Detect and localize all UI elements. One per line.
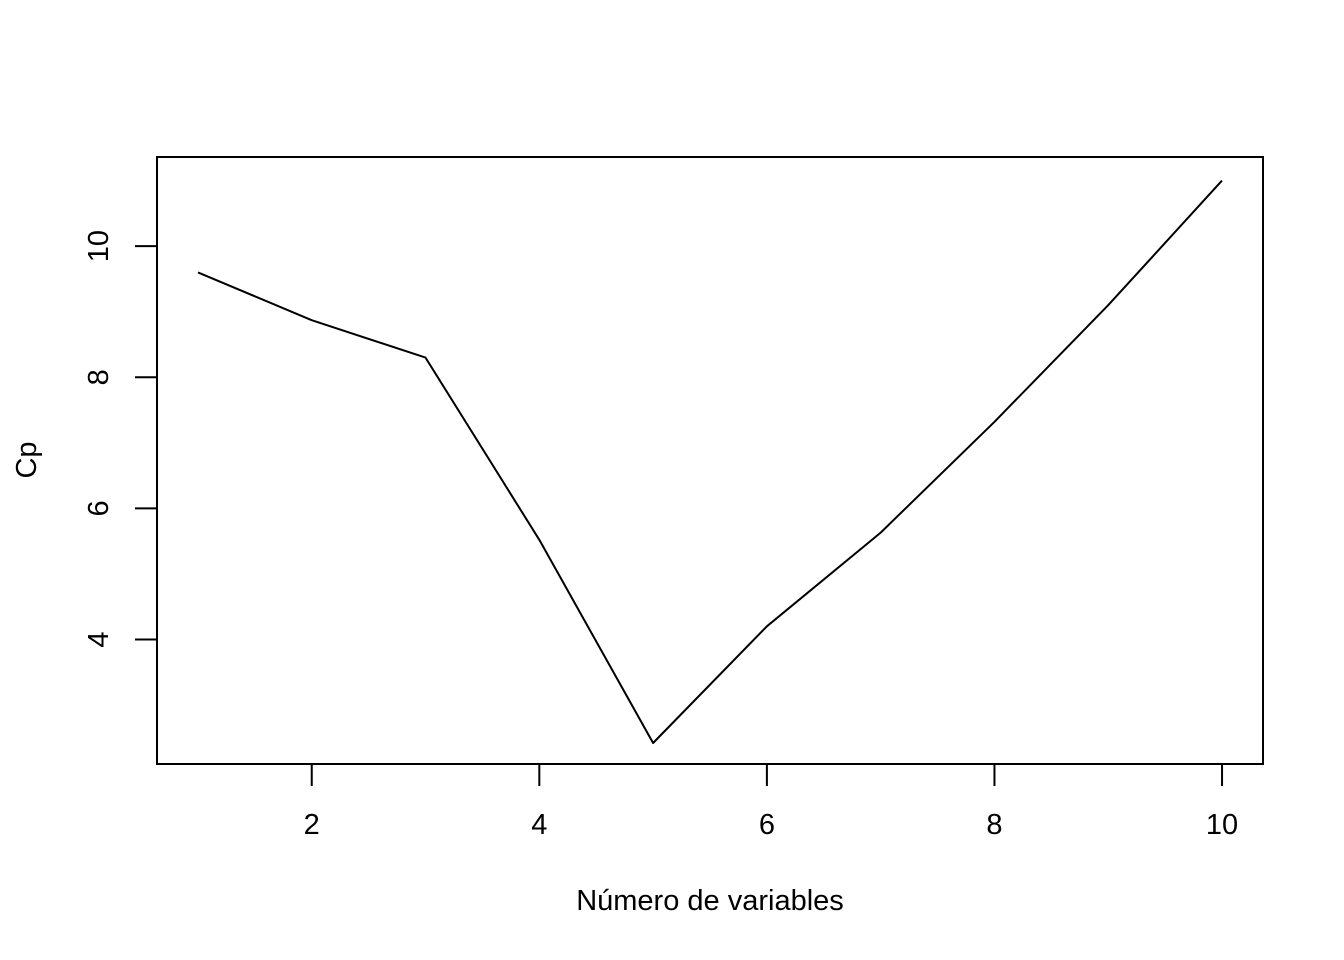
x-axis-title: Número de variables (576, 885, 844, 917)
x-tick-label: 2 (304, 809, 320, 841)
cp-series-line (197, 179, 1223, 744)
x-tick-label: 6 (759, 809, 775, 841)
y-tick-label: 6 (83, 500, 115, 516)
y-axis: 4 6 8 10 (83, 230, 157, 648)
y-axis-title: Cp (11, 441, 43, 478)
plot-frame (156, 156, 1264, 765)
y-tick-label: 4 (83, 631, 115, 647)
x-tick-label: 10 (1206, 809, 1238, 841)
x-tick-label: 4 (531, 809, 547, 841)
y-tick-label: 10 (83, 230, 115, 262)
y-tick-label: 8 (83, 369, 115, 385)
x-tick-label: 8 (986, 809, 1002, 841)
x-axis: 2 4 6 8 10 (304, 764, 1238, 841)
